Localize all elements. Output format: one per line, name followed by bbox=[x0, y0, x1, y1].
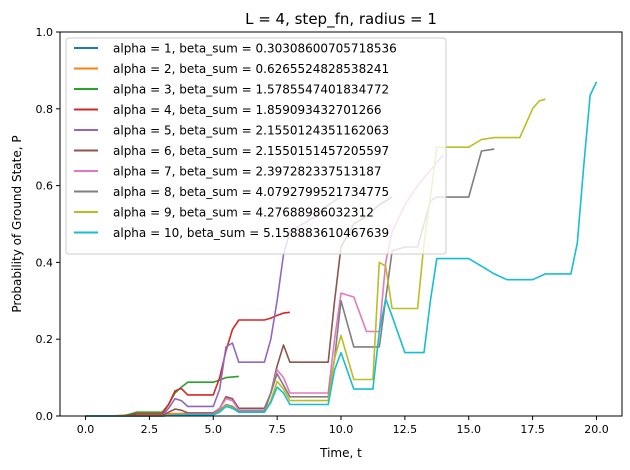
x-tick-label: 10.0 bbox=[329, 423, 354, 436]
series-line-9 bbox=[85, 98, 546, 417]
legend-label: alpha = 6, beta_sum = 2.1550151457205597 bbox=[113, 144, 389, 158]
x-tick-label: 12.5 bbox=[393, 423, 418, 436]
y-tick-label: 1.0 bbox=[36, 26, 54, 39]
x-axis-label: Time, t bbox=[319, 446, 362, 460]
x-tick-label: 5.0 bbox=[205, 423, 223, 436]
plot-frame bbox=[59, 31, 623, 417]
x-tick-label: 2.5 bbox=[141, 423, 159, 436]
series-line-10 bbox=[85, 81, 598, 417]
legend-label: alpha = 8, beta_sum = 4.0792799521734775 bbox=[113, 185, 389, 199]
legend-label: alpha = 5, beta_sum = 2.1550124351162063 bbox=[113, 124, 389, 138]
x-tick-label: 15.0 bbox=[456, 423, 481, 436]
legend-label: alpha = 1, beta_sum = 0.3030860070571853… bbox=[113, 42, 397, 56]
y-tick-label: 0.8 bbox=[36, 103, 54, 116]
chart-title: L = 4, step_fn, radius = 1 bbox=[245, 10, 437, 29]
y-tick-label: 0.2 bbox=[36, 333, 54, 346]
legend-box bbox=[65, 37, 447, 255]
y-tick-label: 0.6 bbox=[36, 180, 54, 193]
series-line-3 bbox=[85, 375, 239, 417]
legend-label: alpha = 7, beta_sum = 2.397282337513187 bbox=[113, 165, 381, 179]
legend-label: alpha = 9, beta_sum = 4.27688986032312 bbox=[113, 206, 374, 220]
y-axis-label: Probability of Ground State, P bbox=[10, 135, 24, 312]
x-tick-label: 0.0 bbox=[77, 423, 95, 436]
y-tick-label: 0.0 bbox=[36, 410, 54, 423]
x-tick-label: 20.0 bbox=[584, 423, 609, 436]
legend-label: alpha = 3, beta_sum = 1.5785547401834772 bbox=[113, 83, 389, 97]
legend: alpha = 1, beta_sum = 0.3030860070571853… bbox=[65, 37, 447, 255]
x-tick-label: 17.5 bbox=[520, 423, 545, 436]
legend-label: alpha = 10, beta_sum = 5.158883610467639 bbox=[113, 226, 389, 240]
y-axis-ticks: 0.0 0.2 0.4 0.6 0.8 1.0 bbox=[36, 26, 60, 423]
series-line-4 bbox=[85, 311, 290, 417]
x-axis-ticks: 0.0 2.5 5.0 7.5 10.0 12.5 15.0 17.5 20.0 bbox=[77, 416, 609, 436]
legend-label: alpha = 4, beta_sum = 1.859093432701266 bbox=[113, 103, 381, 117]
x-tick-label: 7.5 bbox=[268, 423, 286, 436]
plot-lines bbox=[85, 81, 598, 417]
y-tick-label: 0.4 bbox=[36, 256, 54, 269]
legend-label: alpha = 2, beta_sum = 0.6265524828538241 bbox=[113, 62, 389, 76]
series-line-6 bbox=[85, 196, 393, 417]
